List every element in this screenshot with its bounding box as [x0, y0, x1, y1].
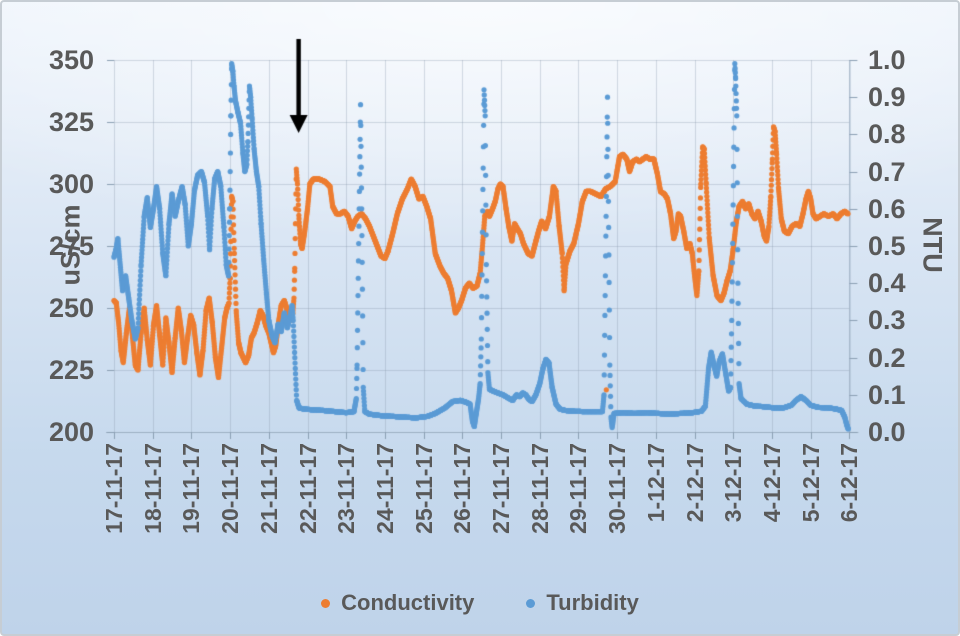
x-axis-date-label: 24-11-17 [371, 443, 398, 534]
x-axis-date-label: 29-11-17 [565, 443, 592, 534]
legend-item-turbidity: Turbidity [526, 590, 639, 616]
y-right-tick-label: 0.9 [868, 82, 906, 113]
x-axis-date-label: 2-12-17 [681, 443, 708, 523]
x-axis-date-label: 3-12-17 [720, 443, 747, 523]
x-axis-date-label: 20-11-17 [217, 443, 244, 534]
x-axis-date-label: 5-12-17 [797, 443, 824, 523]
x-axis-date-label: 22-11-17 [294, 443, 321, 534]
legend-item-conductivity: Conductivity [321, 590, 474, 616]
y-right-tick-label: 0.1 [868, 379, 906, 410]
y-left-tick-label: 200 [48, 417, 94, 447]
x-axis-date-label: 17-11-17 [101, 443, 127, 534]
x-axis-date-label: 18-11-17 [139, 443, 166, 534]
y-left-tick-label: 350 [48, 45, 94, 75]
legend-label-turbidity: Turbidity [546, 590, 639, 615]
x-axis-date-label: 28-11-17 [526, 443, 553, 534]
x-axis-date-label: 1-12-17 [642, 443, 669, 523]
x-axis-date-label: 4-12-17 [758, 443, 785, 523]
x-axis-date-label: 23-11-17 [333, 443, 360, 534]
y-right-tick-label: 0.6 [868, 193, 906, 224]
x-axis-date-label: 30-11-17 [604, 443, 631, 534]
y-right-tick-label: 0.2 [868, 342, 906, 373]
turbidity-marker-icon [526, 598, 536, 608]
conductivity-marker-icon [321, 598, 331, 608]
legend: Conductivity Turbidity [2, 590, 958, 616]
x-axis-date-label: 25-11-17 [410, 443, 437, 534]
y-left-tick-label: 250 [48, 293, 94, 323]
y-left-tick-label: 300 [48, 169, 94, 199]
legend-label-conductivity: Conductivity [341, 590, 475, 615]
y-left-tick-label: 225 [48, 355, 94, 385]
y-right-tick-label: 0.5 [868, 231, 906, 261]
x-axis-date-label: 6-12-17 [836, 443, 863, 523]
y-right-tick-label: 0.7 [868, 156, 906, 187]
x-axis-date-label: 27-11-17 [488, 443, 515, 534]
x-axis-date-label: 26-11-17 [449, 443, 476, 534]
y-right-tick-label: 0.8 [868, 119, 906, 150]
x-axis-date-label: 19-11-17 [178, 443, 205, 534]
y-right-tick-label: 0.4 [868, 268, 906, 299]
y-right-tick-label: 1.0 [868, 45, 906, 75]
y-left-tick-label: 325 [48, 107, 94, 137]
y-left-tick-label: 275 [48, 231, 94, 261]
y-right-tick-label: 0.3 [868, 305, 906, 336]
x-axis-date-label: 21-11-17 [255, 443, 282, 534]
y-right-tick-label: 0.0 [868, 417, 906, 447]
